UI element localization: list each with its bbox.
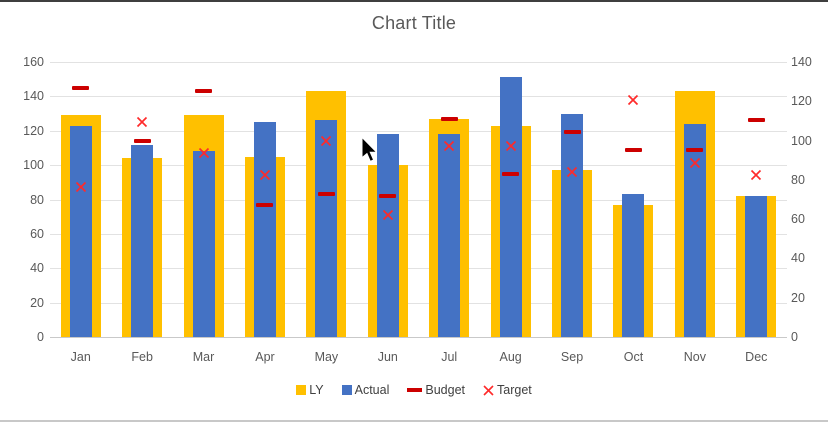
category-label-may: May (314, 350, 339, 364)
legend-budget-dash-icon (407, 388, 423, 392)
marker-budget-apr[interactable] (256, 202, 274, 207)
gridline (50, 130, 787, 132)
legend-label: Target (497, 383, 532, 397)
marker-target-oct[interactable] (627, 94, 639, 106)
bar-actual-mar[interactable] (192, 151, 215, 337)
legend-target-x-icon (483, 384, 494, 396)
gridline (50, 268, 787, 270)
legend-actual-swatch-icon (341, 385, 352, 395)
bar-actual-oct[interactable] (622, 194, 645, 337)
legend-item-actual[interactable]: Actual (341, 383, 390, 397)
left-axis-tick: 60 (30, 226, 44, 241)
right-axis-tick: 0 (791, 329, 798, 344)
axis-line (50, 337, 787, 338)
legend-item-target[interactable]: Target (483, 383, 532, 397)
gridline (50, 62, 787, 63)
left-axis-tick: 80 (30, 192, 44, 207)
gridline (50, 302, 787, 304)
category-label-aug: Aug (499, 350, 522, 364)
category-label-nov: Nov (683, 350, 706, 364)
right-axis-tick: 40 (791, 251, 805, 266)
legend-item-budget[interactable]: Budget (407, 383, 465, 397)
legend-item-ly[interactable]: LY (296, 383, 324, 397)
marker-target-sep[interactable] (566, 166, 578, 178)
marker-budget-dec[interactable] (747, 118, 765, 123)
bar-actual-nov[interactable] (683, 123, 706, 337)
marker-budget-jan[interactable] (72, 85, 90, 90)
bar-actual-jan[interactable] (69, 125, 92, 337)
gridline (50, 233, 787, 235)
legend: LY Actual Budget Target (0, 380, 828, 400)
marker-target-jun[interactable] (382, 209, 394, 221)
bar-actual-jul[interactable] (438, 134, 461, 337)
category-label-sep: Sep (560, 350, 584, 364)
left-axis-tick: 100 (23, 157, 44, 172)
left-axis-tick: 140 (23, 89, 44, 104)
plot-area (50, 62, 787, 338)
bar-actual-jun[interactable] (376, 134, 399, 337)
category-label-feb: Feb (131, 350, 153, 364)
marker-budget-jul[interactable] (440, 116, 458, 121)
left-axis-tick: 120 (23, 123, 44, 138)
bar-actual-apr[interactable] (253, 122, 276, 337)
legend-label: Actual (354, 383, 390, 397)
marker-target-jul[interactable] (443, 140, 455, 152)
left-axis-tick: 20 (30, 295, 44, 310)
left-axis-tick: 160 (23, 54, 44, 69)
category-label-oct: Oct (623, 350, 644, 364)
gridline (50, 199, 787, 201)
legend-label: LY (309, 383, 324, 397)
legend-label: Budget (425, 383, 465, 397)
marker-budget-mar[interactable] (195, 89, 213, 94)
left-axis-tick: 40 (30, 261, 44, 275)
right-axis-tick: 140 (791, 54, 812, 69)
marker-target-apr[interactable] (259, 169, 271, 181)
category-label-jul: Jul (441, 350, 458, 364)
marker-target-jan[interactable] (75, 181, 87, 193)
marker-target-may[interactable] (320, 135, 332, 147)
bar-actual-feb[interactable] (131, 144, 154, 337)
category-label-apr: Apr (255, 350, 275, 364)
right-axis-tick: 60 (791, 211, 805, 226)
marker-target-nov[interactable] (689, 157, 701, 169)
category-label-mar: Mar (192, 350, 215, 364)
category-label-dec: Dec (745, 350, 768, 364)
legend-ly-swatch-icon (296, 385, 307, 395)
bar-actual-dec[interactable] (745, 196, 768, 337)
marker-budget-nov[interactable] (686, 147, 704, 152)
bar-actual-aug[interactable] (499, 77, 522, 337)
marker-budget-oct[interactable] (624, 147, 642, 152)
marker-budget-feb[interactable] (133, 139, 151, 144)
right-axis-tick: 100 (791, 133, 812, 148)
right-axis-tick: 120 (791, 94, 812, 109)
category-label-jan: Jan (70, 350, 91, 364)
chart-title[interactable]: Chart Title (371, 13, 457, 33)
gridline (50, 165, 787, 167)
marker-target-mar[interactable] (198, 147, 210, 159)
bar-actual-may[interactable] (315, 120, 338, 337)
marker-budget-sep[interactable] (563, 130, 581, 135)
marker-target-feb[interactable] (136, 116, 148, 128)
marker-budget-aug[interactable] (502, 171, 520, 176)
left-axis-tick: 0 (37, 329, 44, 344)
right-axis-tick: 80 (791, 172, 805, 187)
gridline (50, 96, 787, 98)
category-label-jun: Jun (377, 350, 398, 364)
marker-budget-jun[interactable] (379, 194, 397, 199)
right-axis-tick: 20 (791, 290, 805, 305)
bar-actual-sep[interactable] (561, 113, 584, 337)
marker-target-dec[interactable] (750, 169, 762, 181)
marker-budget-may[interactable] (317, 192, 335, 197)
marker-target-aug[interactable] (505, 140, 517, 152)
